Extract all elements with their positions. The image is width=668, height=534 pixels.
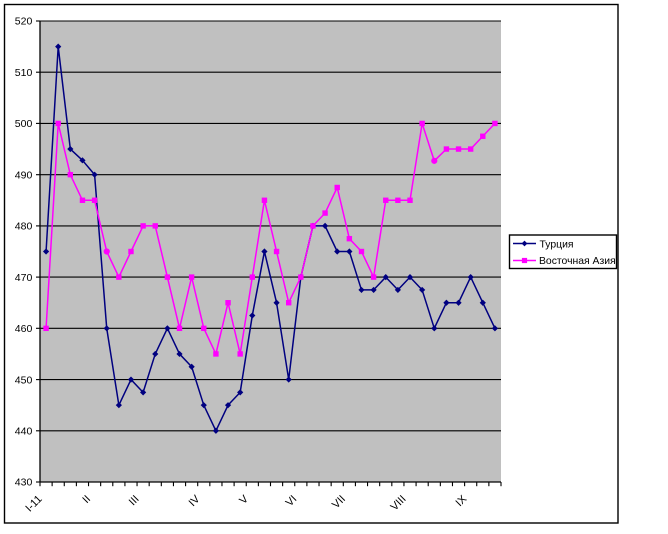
svg-text:430: 430	[15, 477, 33, 489]
svg-text:460: 460	[15, 323, 33, 335]
svg-text:510: 510	[15, 67, 33, 79]
svg-text:520: 520	[15, 16, 33, 28]
svg-text:490: 490	[15, 169, 33, 181]
svg-text:500: 500	[15, 118, 33, 130]
svg-text:470: 470	[15, 272, 33, 284]
svg-text:440: 440	[15, 426, 33, 438]
svg-text:Восточная Азия: Восточная Азия	[539, 256, 616, 267]
svg-text:480: 480	[15, 221, 33, 233]
svg-text:Турция: Турция	[540, 239, 574, 250]
svg-text:450: 450	[15, 374, 33, 386]
